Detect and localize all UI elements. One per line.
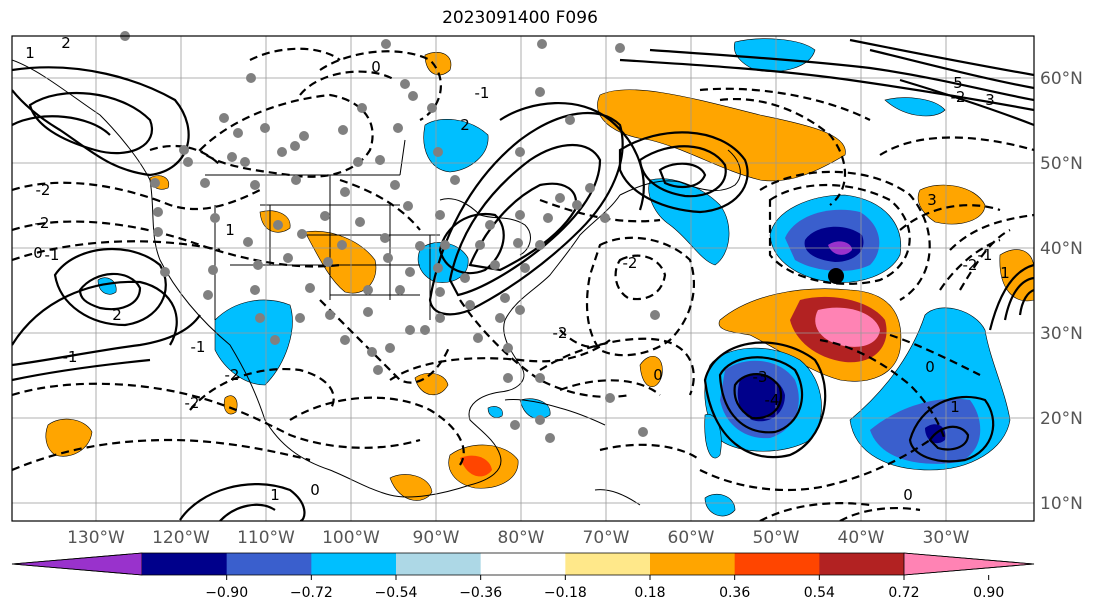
contour-label: 1 xyxy=(1000,264,1010,282)
colorbar-tick-label: 0.54 xyxy=(804,585,835,601)
station-dots xyxy=(120,31,660,443)
contour-label: 2 xyxy=(112,306,122,324)
contour-label: 0 xyxy=(903,486,913,504)
colorbar-tick-label: −0.90 xyxy=(205,585,248,601)
contour-label: 0 xyxy=(925,358,935,376)
colorbar-segment xyxy=(565,553,651,575)
contour-label: -1 xyxy=(45,246,60,264)
contour-label: 1 xyxy=(25,44,35,62)
storm-center-marker xyxy=(828,268,844,284)
lat-label: 50°N xyxy=(1040,154,1083,174)
dashed-contours xyxy=(12,47,1034,521)
lon-label: 80°W xyxy=(498,528,545,548)
colorbar-segment xyxy=(480,553,566,575)
lon-label: 70°W xyxy=(583,528,630,548)
lon-label: 110°W xyxy=(237,528,295,548)
colorbar-outline xyxy=(11,552,1035,576)
colorbar-segment xyxy=(226,553,312,575)
contour-label: 0 xyxy=(371,58,381,76)
lon-label: 60°W xyxy=(668,528,715,548)
lat-label: 10°N xyxy=(1040,494,1083,514)
contour-label: 1 xyxy=(270,486,280,504)
colorbar-tick-label: 0.72 xyxy=(888,585,919,601)
longitude-labels: 130°W 120°W 110°W 100°W 90°W 80°W 70°W 6… xyxy=(67,528,970,548)
colorbar-ticks: −0.90 −0.72 −0.54 −0.36 −0.18 0.18 0.36 0.54 0.7… xyxy=(205,575,1004,601)
colorbar-tick-label: 0.36 xyxy=(719,585,750,601)
shaded-anomalies xyxy=(45,38,1034,517)
latitude-labels: 60°N 50°N 40°N 30°N 20°N 10°N xyxy=(1040,69,1083,514)
contour-label: -1 xyxy=(978,246,993,264)
contour-label: 1 xyxy=(225,221,235,239)
lon-label: 30°W xyxy=(923,528,970,548)
contour-label: -2 xyxy=(225,366,240,384)
contour-label: -2 xyxy=(36,181,51,199)
contour-label: -2 xyxy=(553,324,568,342)
contour-label: -2 xyxy=(35,214,50,232)
lat-label: 60°N xyxy=(1040,69,1083,89)
colorbar xyxy=(11,552,1035,576)
contour-label: 3 xyxy=(927,191,937,209)
colorbar-segment xyxy=(311,553,397,575)
lat-label: 30°N xyxy=(1040,324,1083,344)
colorbar-segment xyxy=(650,553,736,575)
contour-label: -1 xyxy=(475,84,490,102)
colorbar-tick-label: −0.36 xyxy=(459,585,502,601)
colorbar-tick-label: −0.54 xyxy=(375,585,418,601)
contour-labels: 12020-2-10-2-2-12-3-4-21-20-1-23-21001-2… xyxy=(25,34,1010,504)
colorbar-extend-low xyxy=(11,552,143,576)
lon-label: 120°W xyxy=(152,528,210,548)
colorbar-extend-high xyxy=(903,552,1035,576)
contour-label: -2 xyxy=(963,256,978,274)
lon-label: 130°W xyxy=(67,528,125,548)
colorbar-tick-label: −0.72 xyxy=(290,585,333,601)
contour-label: -1 xyxy=(191,338,206,356)
contour-label: 5 xyxy=(953,74,963,92)
lat-label: 40°N xyxy=(1040,239,1083,259)
colorbar-segment xyxy=(734,553,820,575)
lon-label: 40°W xyxy=(838,528,885,548)
contour-label: -4 xyxy=(765,391,780,409)
contour-label: 0 xyxy=(310,481,320,499)
solid-contours xyxy=(12,38,1034,521)
colorbar-segment xyxy=(819,553,905,575)
map-frame xyxy=(11,35,1035,522)
contour-label: -2 xyxy=(185,394,200,412)
colorbar-tick-label: 0.90 xyxy=(973,585,1004,601)
contour-label: -2 xyxy=(951,88,966,106)
lat-label: 20°N xyxy=(1040,409,1083,429)
contour-label: -3 xyxy=(753,368,768,386)
colorbar-segment xyxy=(142,553,228,575)
contour-label: 2 xyxy=(460,116,470,134)
colorbar-tick-label: 0.18 xyxy=(634,585,665,601)
contour-label: -1 xyxy=(63,348,78,366)
contour-label: 2 xyxy=(61,34,71,52)
contour-label: 1 xyxy=(950,398,960,416)
contour-label: 0 xyxy=(653,366,663,384)
map-title: 2023091400 F096 xyxy=(442,8,598,28)
lon-label: 50°W xyxy=(753,528,800,548)
colorbar-segment xyxy=(396,553,482,575)
lon-label: 90°W xyxy=(413,528,460,548)
contour-label: 3 xyxy=(985,91,995,109)
coastlines xyxy=(12,59,741,506)
contour-label: -2 xyxy=(623,254,638,272)
contour-label: 0 xyxy=(33,244,43,262)
colorbar-tick-label: −0.18 xyxy=(544,585,587,601)
lon-label: 100°W xyxy=(322,528,380,548)
